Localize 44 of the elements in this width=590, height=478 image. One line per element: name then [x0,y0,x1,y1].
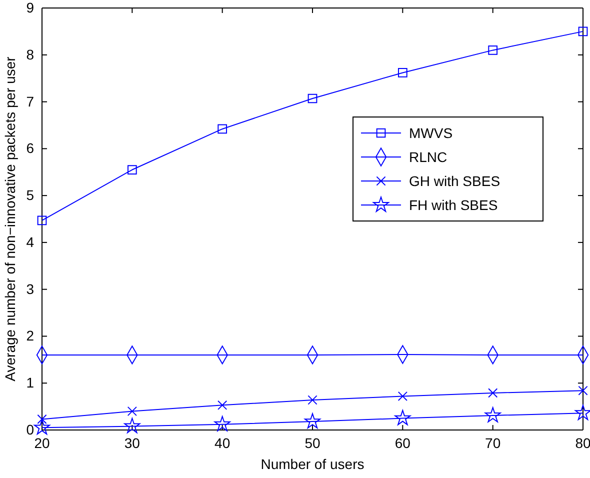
point [394,410,411,426]
x-axis-title: Number of users [260,456,364,472]
y-tick-label: 4 [26,234,34,250]
x-tick-label: 50 [304,434,320,451]
point [214,416,230,432]
point [574,404,590,420]
x-tick-label: 70 [485,434,501,451]
point [488,46,498,55]
point [124,418,140,434]
point [484,407,501,422]
y-tick-label: 6 [26,140,34,156]
point [308,94,318,104]
x-tick-label: 30 [124,434,140,451]
point [304,413,321,428]
x-tick-label: 20 [34,434,50,451]
legend-label: MWVS [409,125,453,141]
point [308,395,318,405]
point [127,406,137,416]
point [34,419,50,435]
y-tick-label: 8 [26,46,34,62]
legend-label: GH with SBES [409,173,500,189]
y-tick-label: 9 [26,0,34,16]
y-tick-label: 3 [26,280,34,297]
y-tick-label: 0 [26,421,34,438]
point [37,414,47,424]
point [578,386,588,396]
y-axis-title: Average number of non−innovative packets per user [2,56,18,382]
x-tick-label: 60 [394,434,411,451]
x-tick-label: 40 [214,434,230,451]
point [37,216,47,226]
y-tick-label: 1 [26,374,34,391]
point [218,400,228,410]
y-tick-label: 5 [26,187,34,204]
point [127,165,137,174]
point [398,68,408,78]
point [218,124,228,134]
x-tick-label: 80 [575,434,590,451]
legend-label: FH with SBES [409,197,498,213]
y-tick-label: 2 [26,328,34,344]
legend-label: RLNC [409,149,448,165]
point [578,26,588,36]
y-tick-label: 7 [26,93,34,110]
point [488,388,498,398]
point [398,391,408,402]
